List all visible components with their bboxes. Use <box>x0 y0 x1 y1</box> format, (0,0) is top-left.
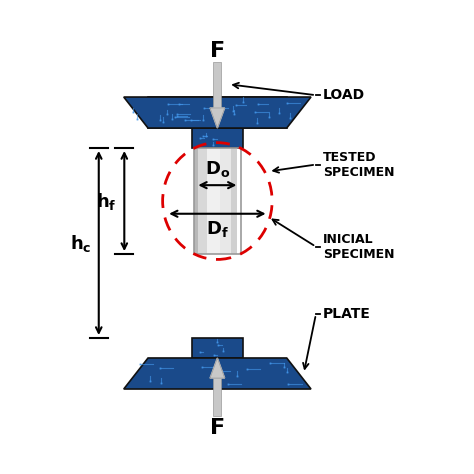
Text: $\mathbf{D_o}$: $\mathbf{D_o}$ <box>205 159 230 179</box>
Bar <box>207 148 220 254</box>
Bar <box>199 148 207 254</box>
Text: F: F <box>210 41 225 61</box>
Bar <box>194 148 241 254</box>
Text: $\mathbf{h_f}$: $\mathbf{h_f}$ <box>96 191 117 211</box>
Bar <box>148 97 287 128</box>
Polygon shape <box>124 358 311 389</box>
Polygon shape <box>124 97 311 128</box>
Bar <box>213 378 221 416</box>
Text: $\mathbf{D_f}$: $\mathbf{D_f}$ <box>206 219 229 239</box>
Bar <box>231 148 237 254</box>
Text: F: F <box>210 418 225 438</box>
Text: INICIAL
SPECIMEN: INICIAL SPECIMEN <box>323 233 395 261</box>
Text: TESTED
SPECIMEN: TESTED SPECIMEN <box>323 151 395 179</box>
Bar <box>192 338 243 358</box>
Bar <box>213 63 221 108</box>
Text: PLATE: PLATE <box>323 307 371 321</box>
Polygon shape <box>210 358 225 378</box>
Polygon shape <box>210 108 225 128</box>
Bar <box>220 148 231 254</box>
Text: $\mathbf{h_c}$: $\mathbf{h_c}$ <box>70 233 91 254</box>
Bar <box>192 128 243 148</box>
Bar <box>194 148 199 254</box>
Text: LOAD: LOAD <box>323 88 365 102</box>
